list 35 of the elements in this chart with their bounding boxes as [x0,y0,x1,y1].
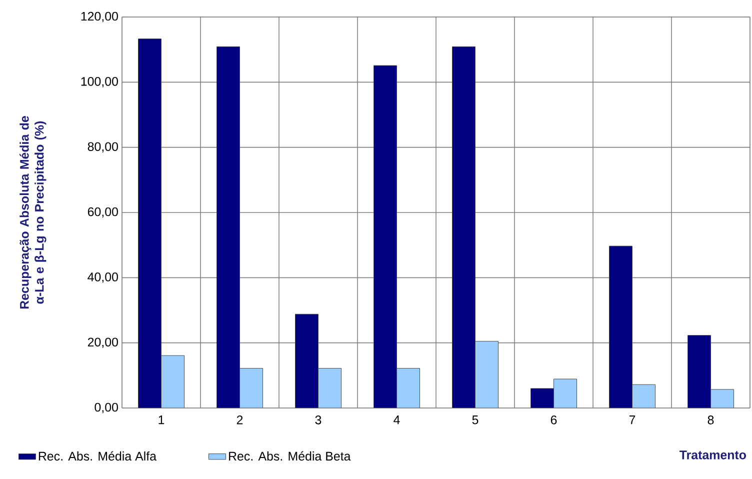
x-tick-label: 1 [158,416,164,424]
y-tick-label: 40,00 [88,272,118,283]
y-tick-label: 80,00 [88,142,118,152]
bar [688,335,711,408]
bar [138,38,162,408]
bar [710,389,734,408]
bar [216,46,240,408]
y-tick-label: 20,00 [88,338,118,348]
bar [240,368,263,408]
x-tick-label: 3 [315,416,322,424]
x-tick-label: 2 [236,416,243,424]
bar [530,388,554,408]
x-tick-label: 8 [708,416,714,424]
x-axis-title: Tratamento [679,450,746,460]
bar [161,356,184,408]
legend-label: Rec. Abs. Média Alfa [38,451,156,461]
x-tick-label: 6 [550,416,557,424]
legend-label: Rec. Abs. Média Beta [229,451,351,461]
y-tick-label: 120,00 [81,12,118,22]
bar [452,46,476,408]
bar [396,368,420,408]
bar [554,378,577,408]
bar [318,368,342,408]
y-tick-label: 60,00 [88,207,118,218]
bar [295,314,318,408]
y-tick-label: 0,00 [94,402,118,414]
bar [374,65,397,408]
bar [475,340,498,408]
x-tick-label: 7 [629,416,636,424]
x-tick-label: 5 [472,416,478,424]
y-axis-title: Recuperação Absoluta Média de α-La e β-Lg no Precipitado (%) [20,116,46,309]
x-tick-label: 4 [394,416,400,424]
bar [609,246,632,408]
y-tick-label: 100,00 [81,77,118,88]
bar [632,384,656,408]
